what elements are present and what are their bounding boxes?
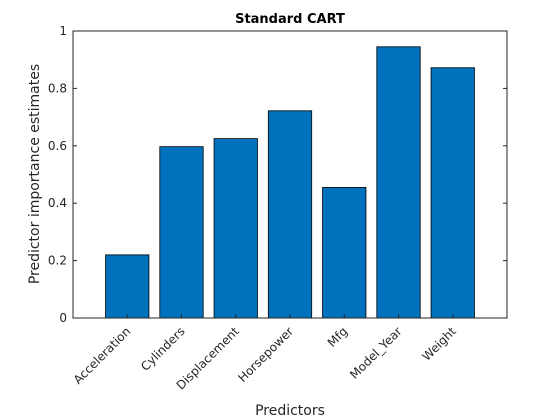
bar-cylinders	[159, 146, 204, 319]
y-tick-label: 1	[59, 24, 67, 38]
y-tick-label: 0	[59, 311, 67, 325]
x-tick-label: Horsepower	[235, 324, 296, 385]
x-tick-label: Mfg	[325, 324, 351, 350]
plot-box	[72, 30, 508, 319]
y-ticks-group: 0 0.2 0.4 0.6 0.8 1	[48, 24, 507, 325]
x-tick-label: Weight	[419, 324, 459, 364]
x-ticks-group: Acceleration CylindersDisplacementHorsepo…	[71, 314, 459, 392]
bar-model-year	[376, 46, 421, 319]
x-tick-label: Cylinders	[138, 324, 187, 373]
y-tick-label: 0.6	[48, 139, 67, 153]
x-axis-label: Predictors	[255, 403, 325, 419]
x-tick-label: Model_Year	[347, 324, 405, 382]
bars-group	[105, 46, 475, 319]
y-tick-label: 0.8	[48, 81, 67, 95]
bar-weight	[430, 67, 475, 319]
bar-acceleration	[105, 254, 150, 319]
bar-mfg	[322, 187, 367, 319]
bar-horsepower	[267, 110, 313, 319]
chart-title: Standard CART	[235, 12, 345, 27]
y-tick-label: 0.4	[48, 196, 67, 210]
bar-displacement	[213, 138, 258, 319]
y-axis-label: Predictor importance estimates	[27, 64, 43, 284]
x-tick-label: Acceleration	[71, 324, 134, 387]
y-tick-label: 0.2	[48, 254, 67, 268]
